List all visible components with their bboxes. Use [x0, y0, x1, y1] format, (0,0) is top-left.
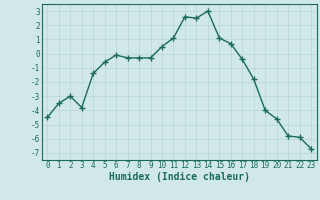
- X-axis label: Humidex (Indice chaleur): Humidex (Indice chaleur): [109, 172, 250, 182]
